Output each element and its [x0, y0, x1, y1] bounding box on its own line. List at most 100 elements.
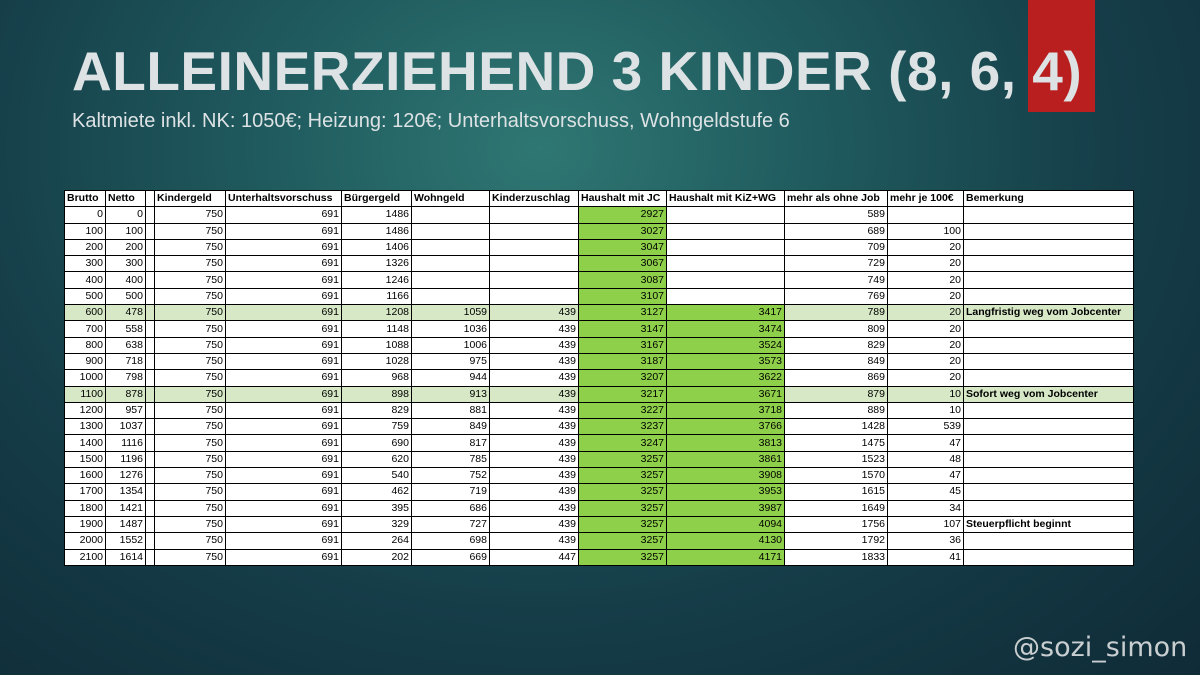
table-row: 400 400 750 691 1246 3087 749 20 — [64, 271, 1134, 289]
table-cell: 750 — [154, 255, 226, 273]
table-cell: 750 — [154, 434, 226, 452]
table-cell: 3671 — [666, 385, 785, 403]
table-row: 1300 1037 750 691 759 849 439 3237 3766 1428 539 — [64, 418, 1134, 436]
table-cell: 800 — [64, 336, 106, 354]
table-cell: 3227 — [578, 401, 667, 420]
table-cell: 798 — [105, 369, 146, 387]
table-cell: 20 — [887, 336, 964, 354]
table-cell — [145, 320, 155, 338]
table-cell — [963, 352, 1134, 371]
table-cell: 107 — [887, 515, 964, 534]
table-cell: 1756 — [784, 515, 888, 534]
table-cell: 1300 — [64, 418, 106, 436]
table-cell: 1166 — [341, 287, 412, 306]
table-cell: 100 — [887, 222, 964, 240]
table-cell: 817 — [411, 434, 490, 452]
table-cell: 1486 — [341, 206, 412, 224]
table-cell: 691 — [225, 401, 342, 420]
table-cell: 1406 — [341, 238, 412, 257]
table-row: 1600 1276 750 691 540 752 439 3257 3908 1570 47 — [64, 467, 1134, 485]
table-cell: 10 — [887, 385, 964, 403]
table-cell: 3217 — [578, 385, 667, 403]
table-cell: 4171 — [666, 548, 785, 566]
table-cell: 750 — [154, 369, 226, 387]
table-cell: 3766 — [666, 418, 785, 436]
table-cell: 200 — [64, 238, 106, 257]
table-cell — [963, 206, 1134, 224]
table-cell — [963, 336, 1134, 354]
table-row: 1700 1354 750 691 462 719 439 3257 3953 1615 45 — [64, 483, 1134, 501]
table-cell: 809 — [784, 320, 888, 338]
table-cell: 439 — [489, 385, 579, 403]
table-cell — [145, 238, 155, 257]
table-cell: 439 — [489, 532, 579, 550]
table-cell: 1354 — [105, 483, 146, 501]
table-cell: 20 — [887, 320, 964, 338]
table-cell: 691 — [225, 548, 342, 566]
table-cell: 944 — [411, 369, 490, 387]
table-cell: 1088 — [341, 336, 412, 354]
table-cell — [145, 548, 155, 566]
table-cell: 462 — [341, 483, 412, 501]
table-cell: 36 — [887, 532, 964, 550]
table-cell: 750 — [154, 222, 226, 240]
table-cell: 700 — [64, 320, 106, 338]
table-cell: 3247 — [578, 434, 667, 452]
table-cell: 3861 — [666, 450, 785, 469]
table-cell — [145, 255, 155, 273]
column-header: Bemerkung — [963, 189, 1134, 208]
table-row: 100 100 750 691 1486 3027 689 100 — [64, 222, 1134, 240]
table-cell: 691 — [225, 385, 342, 403]
table-cell — [963, 450, 1134, 469]
table-cell — [963, 548, 1134, 566]
table-cell: 589 — [784, 206, 888, 224]
table-cell — [963, 222, 1134, 240]
table-cell — [887, 206, 964, 224]
table-cell — [145, 369, 155, 387]
table-cell: 1800 — [64, 499, 106, 517]
table-cell — [963, 532, 1134, 550]
table-cell — [666, 222, 785, 240]
table-cell: 1400 — [64, 434, 106, 452]
table-cell: 691 — [225, 271, 342, 289]
table-cell — [145, 450, 155, 469]
table-cell: 202 — [341, 548, 412, 566]
table-cell: 1148 — [341, 320, 412, 338]
table-cell: 0 — [64, 206, 106, 224]
table-cell: 957 — [105, 401, 146, 420]
table-cell: 898 — [341, 385, 412, 403]
table-cell: 709 — [784, 238, 888, 257]
table-row: 2100 1614 750 691 202 669 447 3257 4171 1833 41 — [64, 548, 1134, 566]
table-cell: 1246 — [341, 271, 412, 289]
table-cell — [145, 499, 155, 517]
table-cell: 752 — [411, 467, 490, 485]
table-cell — [145, 483, 155, 501]
table-cell — [666, 287, 785, 306]
table-cell: 750 — [154, 336, 226, 354]
table-cell: 1000 — [64, 369, 106, 387]
table-cell: 1700 — [64, 483, 106, 501]
table-row: 800 638 750 691 1088 1006 439 3167 3524 829 20 — [64, 336, 1134, 354]
table-cell: 698 — [411, 532, 490, 550]
table-cell: 3257 — [578, 467, 667, 485]
table-cell: 3207 — [578, 369, 667, 387]
table-cell: 750 — [154, 401, 226, 420]
table-cell — [963, 255, 1134, 273]
table-cell: 1900 — [64, 515, 106, 534]
table-cell: 447 — [489, 548, 579, 566]
table-cell — [489, 238, 579, 257]
table-cell: 691 — [225, 206, 342, 224]
table-body: 0 0 750 691 1486 2927 589 100 100 750 691 1486 3027 6… — [64, 206, 1134, 566]
table-cell: 3067 — [578, 255, 667, 273]
table-cell: 3257 — [578, 515, 667, 534]
table-cell: 3047 — [578, 238, 667, 257]
table-cell — [666, 271, 785, 289]
table-cell: 100 — [64, 222, 106, 240]
table-cell: 889 — [784, 401, 888, 420]
table-cell — [963, 418, 1134, 436]
table-cell: 3573 — [666, 352, 785, 371]
table-row: 200 200 750 691 1406 3047 709 20 — [64, 238, 1134, 257]
table-cell: 4094 — [666, 515, 785, 534]
table-cell: 3622 — [666, 369, 785, 387]
table-cell: 3908 — [666, 467, 785, 485]
